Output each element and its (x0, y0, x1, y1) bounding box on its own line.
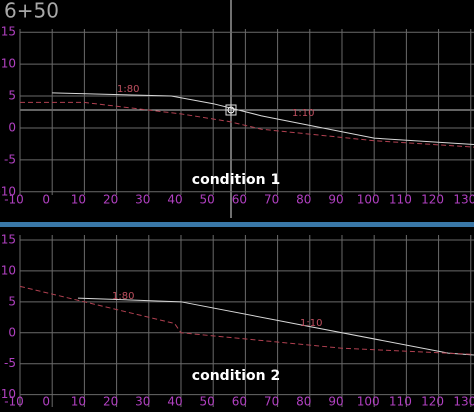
y-tick-label: 10 (1, 263, 16, 277)
x-tick-label: 40 (167, 193, 182, 207)
y-tick-label: 10 (1, 57, 16, 71)
x-tick-label: -10 (4, 395, 24, 409)
x-tick-label: 120 (421, 193, 444, 207)
x-tick-label: 50 (200, 193, 215, 207)
x-tick-label: 10 (71, 193, 86, 207)
x-tick-label: 80 (296, 395, 311, 409)
x-tick-label: 70 (264, 395, 279, 409)
y-tick-label: 15 (1, 232, 16, 246)
y-tick-label: -5 (4, 152, 16, 166)
x-tick-label: 30 (135, 395, 150, 409)
x-tick-label: 60 (232, 193, 247, 207)
x-tick-label: 0 (42, 193, 50, 207)
x-tick-label: 110 (389, 395, 412, 409)
x-tick-label: 70 (264, 193, 279, 207)
x-tick-label: 130 (453, 193, 474, 207)
x-tick-label: 20 (103, 395, 118, 409)
x-tick-label: 50 (200, 395, 215, 409)
x-tick-label: 10 (71, 395, 86, 409)
slope-label: 1:10 (292, 108, 314, 119)
profile-line (20, 101, 474, 148)
x-tick-label: 120 (421, 395, 444, 409)
y-tick-label: 5 (8, 89, 16, 103)
profile-line (77, 297, 474, 356)
x-tick-label: 100 (357, 193, 380, 207)
x-tick-label: 30 (135, 193, 150, 207)
slope-label: 1:80 (112, 291, 134, 302)
x-tick-label: 40 (167, 395, 182, 409)
x-tick-label: 60 (232, 395, 247, 409)
y-tick-label: 5 (8, 294, 16, 308)
x-tick-label: 80 (296, 193, 311, 207)
x-tick-label: -10 (4, 193, 24, 207)
y-tick-label: -5 (4, 356, 16, 370)
x-tick-label: 90 (328, 193, 343, 207)
y-tick-label: 0 (8, 120, 16, 134)
profile-line (19, 285, 474, 355)
x-tick-label: 90 (328, 395, 343, 409)
section-label: 6+50 (4, 0, 59, 23)
slope-label: 1:10 (300, 318, 322, 329)
snap-marker (227, 106, 235, 114)
viewport-divider (0, 222, 474, 227)
x-tick-label: 130 (453, 395, 474, 409)
x-tick-label: 110 (389, 193, 412, 207)
y-tick-label: 0 (8, 325, 16, 339)
cursor-box (225, 104, 237, 116)
condition-label: condition 1 (192, 172, 280, 188)
y-tick-label: 15 (1, 25, 16, 39)
profile-line (52, 92, 474, 146)
x-tick-label: 100 (357, 395, 380, 409)
y-tick-label: -10 (0, 387, 16, 401)
x-tick-label: 0 (42, 395, 50, 409)
condition-label: condition 2 (192, 368, 280, 384)
y-tick-label: -10 (0, 184, 16, 198)
x-tick-label: 20 (103, 193, 118, 207)
slope-label: 1:80 (117, 84, 139, 95)
